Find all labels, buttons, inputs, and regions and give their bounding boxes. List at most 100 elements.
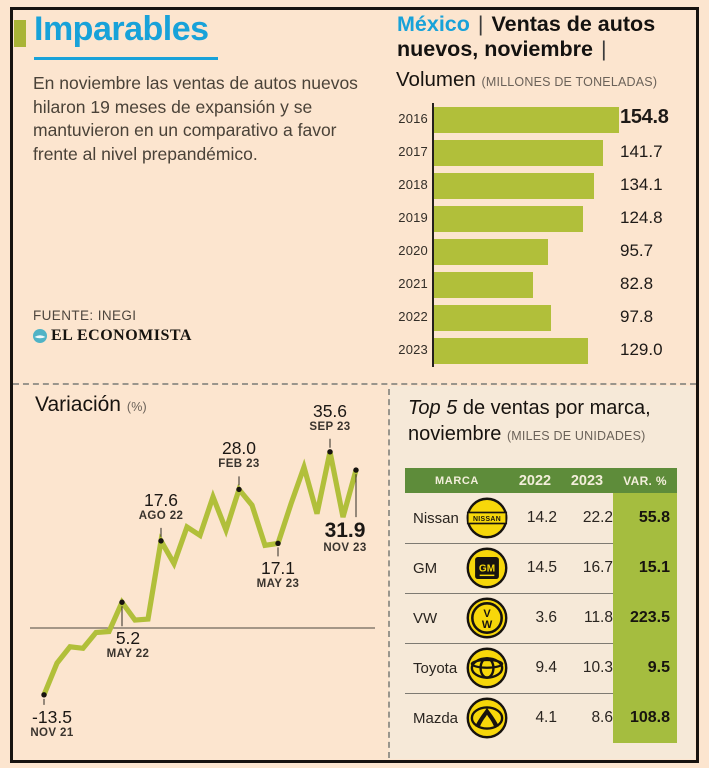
top5-unit-label: (MILES DE UNIDADES) <box>506 429 646 443</box>
volume-value-label: 97.8 <box>620 307 654 326</box>
col-header-marca: MARCA <box>435 474 479 487</box>
top5-title-italic: Top 5 <box>408 397 458 419</box>
top5-title-rest: de ventas por marca, noviembre <box>408 397 651 445</box>
annotation-date: MAY 23 <box>256 578 300 591</box>
publisher-brand: EL ECONOMISTA <box>33 327 192 345</box>
volume-value-label: 82.8 <box>620 274 654 293</box>
brand-logo <box>465 694 509 742</box>
annotation-date: NOV 23 <box>323 542 367 555</box>
svg-text:NISSAN: NISSAN <box>473 516 501 523</box>
volume-axis-line <box>432 103 434 367</box>
volume-value-label: 129.0 <box>620 340 663 359</box>
data-point-dot <box>158 538 164 544</box>
variation-annotations: -13.5 NOV 21 5.2 MAY 22 17.6 AGO 22 28.0 FEB 23… <box>25 401 385 750</box>
value-2022: 4.1 <box>535 709 557 726</box>
volume-bar <box>434 140 604 166</box>
nissan-logo-icon: NISSAN <box>466 497 508 539</box>
value-var-pct: 55.8 <box>613 493 677 543</box>
annotation-value: 17.1 <box>260 558 296 579</box>
brand-logo: GM <box>465 544 509 592</box>
annotation-date: SEP 23 <box>309 420 351 433</box>
data-point-dot <box>119 599 125 605</box>
brand-name: VW <box>413 609 438 627</box>
page-title: Imparables <box>34 10 209 48</box>
top5-table: MARCA 2022 2023 VAR. % Nissan NISSAN 14.2 2… <box>405 468 677 743</box>
volume-bar <box>434 239 549 265</box>
infographic-border <box>10 7 699 763</box>
top5-title: Top 5 de ventas por marca, noviembre (MI… <box>408 395 696 449</box>
svg-text:V: V <box>483 608 491 620</box>
volume-bar <box>434 107 619 133</box>
volume-bar <box>434 305 551 331</box>
svg-text:GM: GM <box>479 564 495 575</box>
volume-value-label: 95.7 <box>620 241 654 260</box>
accent-square <box>14 20 26 47</box>
col-header-var: VAR. % <box>623 473 667 488</box>
annotation-date: FEB 23 <box>218 458 260 471</box>
row-separator <box>405 593 613 594</box>
volume-value-label: 134.1 <box>620 175 663 194</box>
volume-bar-chart: 2016 154.8 2017 141.7 2018 134.1 2019 124.8 2020… <box>395 103 691 371</box>
svg-text:W: W <box>482 619 493 631</box>
gm-logo-icon: GM <box>466 547 508 589</box>
annotation-date: MAY 22 <box>106 648 150 661</box>
value-2023: 8.6 <box>591 709 613 726</box>
line-annotation: 17.6 AGO 22 <box>139 490 184 523</box>
brand-name: Toyota <box>413 659 458 677</box>
data-point-dot <box>41 692 47 698</box>
line-annotation: 5.2 MAY 22 <box>107 629 150 661</box>
value-2023: 16.7 <box>582 559 613 576</box>
line-annotation: 17.1 MAY 23 <box>257 559 300 591</box>
volume-bar <box>434 206 584 232</box>
table-body: Nissan NISSAN 14.2 22.2 55.8 GM GM 14.5 16.7 15.1… <box>405 493 677 743</box>
value-2023: 10.3 <box>582 659 613 676</box>
volume-value-label: 124.8 <box>620 208 663 227</box>
pipe-separator: | <box>477 12 484 36</box>
region-label: México <box>397 12 470 36</box>
brand-logo: NISSAN <box>465 494 509 542</box>
volume-unit-label: (MILLONES DE TONELADAS) <box>481 75 658 89</box>
table-row: Mazda 4.1 8.6 108.8 <box>405 693 677 743</box>
data-point-dot <box>236 486 242 493</box>
brand-name: GM <box>413 559 438 577</box>
line-annotation: 28.0 FEB 23 <box>218 439 259 471</box>
variation-title-text: Variación <box>35 393 121 416</box>
line-annotation: 35.6 SEP 23 <box>309 401 351 434</box>
economista-logo-icon <box>33 329 47 343</box>
variation-unit-label: (%) <box>126 400 147 414</box>
volume-value-label: 141.7 <box>620 142 663 161</box>
annotation-value: 28.0 <box>221 438 257 459</box>
volume-year-label: 2017 <box>398 144 428 159</box>
variation-chart-title: Variación (%) <box>35 393 147 417</box>
data-point-dot <box>275 540 281 547</box>
value-2023: 22.2 <box>582 509 613 526</box>
value-var-pct: 223.5 <box>613 593 677 643</box>
brand-logo <box>465 644 509 692</box>
volume-bar <box>434 338 589 364</box>
annotation-value: -13.5 <box>32 706 72 727</box>
table-row: VW V W 3.6 11.8 223.5 <box>405 593 677 643</box>
vw-logo-icon: VW <box>466 597 508 639</box>
volume-bar <box>434 272 533 298</box>
row-separator <box>405 693 613 694</box>
data-point-dot <box>327 449 333 455</box>
value-2022: 9.4 <box>535 659 557 676</box>
table-row: Nissan NISSAN 14.2 22.2 55.8 <box>405 493 677 543</box>
variation-line <box>41 451 359 696</box>
annotation-date: NOV 21 <box>30 726 74 739</box>
volume-year-label: 2016 <box>398 111 428 126</box>
value-var-pct: 9.5 <box>613 643 677 693</box>
variation-line-chart <box>30 438 375 705</box>
volume-year-label: 2020 <box>398 243 428 258</box>
volume-year-label: 2023 <box>398 342 428 357</box>
title-underline <box>34 57 218 60</box>
line-annotation: -13.5 NOV 21 <box>30 706 74 740</box>
volume-bar <box>434 173 595 199</box>
annotation-value: 31.9 <box>324 519 366 543</box>
volume-year-label: 2021 <box>398 276 428 291</box>
table-header-row: MARCA 2022 2023 VAR. % <box>405 468 677 493</box>
vertical-divider <box>388 389 390 758</box>
row-separator <box>405 643 613 644</box>
toyota-logo-icon <box>466 647 508 689</box>
